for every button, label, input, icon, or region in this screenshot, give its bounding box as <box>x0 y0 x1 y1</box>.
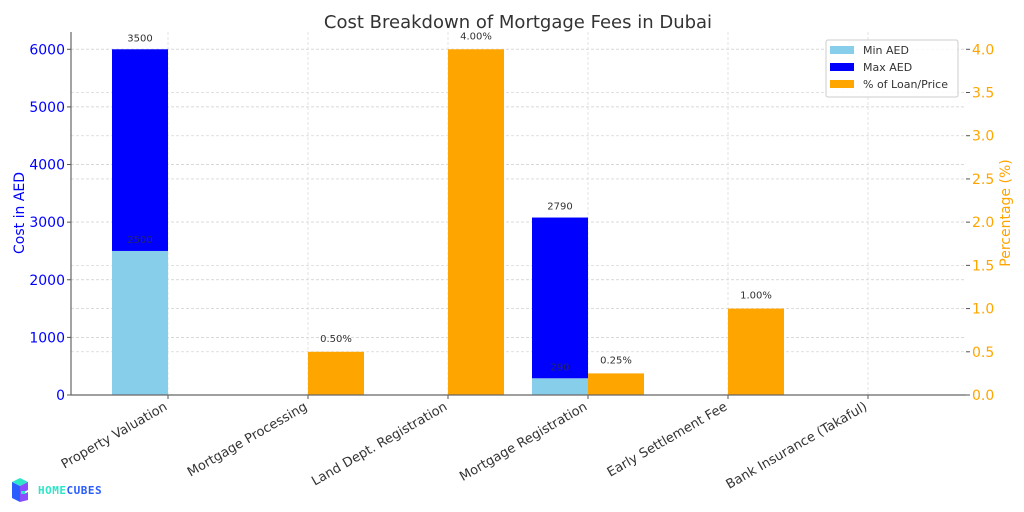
bar-percent <box>448 49 504 396</box>
y2-tick-label: 1.0 <box>972 302 994 318</box>
legend-swatch <box>830 80 854 88</box>
x-tick-label: Bank Insurance (Takaful) <box>724 399 870 492</box>
legend-swatch <box>830 63 854 71</box>
legend-label: % of Loan/Price <box>863 78 948 91</box>
bar-label-percent: 0.50% <box>320 334 352 345</box>
y2-tick-label: 1.5 <box>972 258 994 274</box>
bar-label-max: 3500 <box>127 33 152 44</box>
logo-home-text: HOME <box>38 483 67 497</box>
bar-label-min: 2500 <box>127 235 152 246</box>
y-tick-label: 1000 <box>29 330 65 346</box>
logo-wordmark: HOMECUBES <box>38 484 102 497</box>
bar-label-max: 2790 <box>547 202 572 213</box>
y2-tick-label: 3.5 <box>972 86 994 102</box>
legend-label: Min AED <box>863 44 909 57</box>
legend-label: Max AED <box>863 61 912 74</box>
homecubes-logo: HOMECUBES <box>10 476 102 504</box>
bar-max-aed <box>532 217 588 379</box>
y2-tick-label: 0.0 <box>972 388 994 404</box>
y-tick-label: 5000 <box>29 100 65 116</box>
bar-label-percent: 0.25% <box>600 355 632 366</box>
axes: Property Valuation Mortgage Processing Lan… <box>29 32 994 493</box>
y2-tick-label: 2.5 <box>972 172 994 188</box>
legend-swatch <box>830 46 854 54</box>
bar-percent <box>728 308 784 395</box>
cube-logo-icon <box>12 478 28 502</box>
bar-max-aed <box>112 49 168 251</box>
bar-percent <box>308 351 364 395</box>
bar-percent <box>588 373 644 395</box>
x-tick-label: Land Dept. Registration <box>309 399 450 489</box>
bar-label-min: 290 <box>550 362 569 373</box>
bar-min-aed <box>112 250 168 395</box>
bar-label-percent: 1.00% <box>740 291 772 302</box>
bar-label-percent: 4.00% <box>460 31 492 42</box>
y2-tick-label: 4.0 <box>972 42 994 58</box>
legend-box <box>825 39 959 98</box>
y2-axis-label: Percentage (%) <box>998 159 1014 266</box>
y2-tick-label: 0.5 <box>972 345 994 361</box>
x-tick-label: Property Valuation <box>59 399 170 472</box>
bars <box>112 49 784 396</box>
y-tick-label: 6000 <box>29 42 65 58</box>
y-tick-label: 4000 <box>29 158 65 174</box>
legend: Min AED Max AED % of Loan/Price <box>825 39 959 98</box>
x-tick-label: Early Settlement Fee <box>605 399 730 480</box>
bar-value-labels: 3500 2500 0.50% 4.00% 2790 290 0.25% 1.00% <box>127 31 772 373</box>
chart-title: Cost Breakdown of Mortgage Fees in Dubai <box>324 12 712 33</box>
y-tick-label: 3000 <box>29 215 65 231</box>
y-tick-label: 2000 <box>29 273 65 289</box>
y-axis-label: Cost in AED <box>12 172 28 254</box>
bar-min-aed <box>532 378 588 395</box>
logo-cubes-text: CUBES <box>66 483 103 497</box>
x-tick-label: Mortgage Processing <box>185 399 310 480</box>
y-tick-label: 0 <box>56 388 65 404</box>
x-tick-label: Mortgage Registration <box>457 399 590 484</box>
y2-tick-label: 2.0 <box>972 215 994 231</box>
y2-tick-label: 3.0 <box>972 129 994 145</box>
